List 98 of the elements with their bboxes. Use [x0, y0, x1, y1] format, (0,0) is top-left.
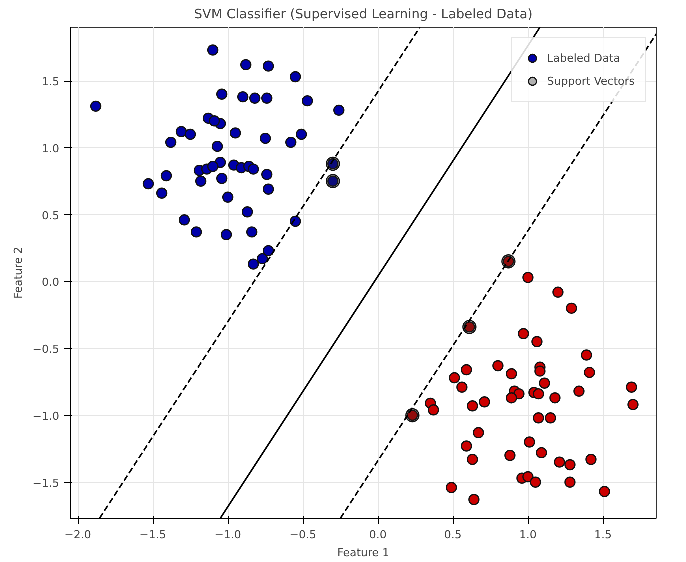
point: [249, 92, 261, 104]
point: [468, 494, 480, 506]
point: [285, 136, 297, 148]
point: [160, 170, 172, 182]
point: [479, 396, 490, 408]
x-tick-label: 0.5: [444, 528, 462, 542]
point: [90, 100, 102, 112]
point: [237, 91, 249, 103]
point: [165, 136, 177, 148]
point: [184, 128, 196, 140]
point: [628, 399, 639, 410]
point: [246, 226, 258, 238]
point: [142, 178, 154, 190]
point: [240, 59, 252, 71]
x-axis-title: Feature 1: [337, 546, 390, 560]
point: [506, 368, 518, 380]
point: [533, 388, 544, 400]
point: [461, 364, 472, 376]
point: [532, 336, 543, 348]
point: [296, 128, 308, 140]
point: [262, 245, 274, 257]
point: [446, 482, 458, 494]
point: [176, 126, 188, 138]
point: [262, 60, 274, 72]
y-tick-label: 0.0: [42, 276, 60, 290]
point: [599, 486, 610, 498]
x-tick-label: −1.5: [140, 528, 166, 542]
point: [534, 366, 546, 377]
point: [248, 164, 260, 175]
x-tick-label: −1.0: [214, 528, 242, 542]
x-tick-label: 1.0: [519, 528, 537, 542]
point: [554, 456, 566, 468]
chart-title: SVM Classifier (Supervised Learning - Labeled Data): [194, 8, 533, 22]
point: [522, 272, 534, 284]
point: [216, 88, 228, 100]
point: [178, 214, 190, 226]
point: [208, 116, 220, 127]
point: [207, 44, 219, 56]
point: [256, 253, 268, 265]
point: [504, 450, 516, 462]
point: [230, 128, 242, 139]
y-axis-title: Feature 2: [12, 246, 25, 300]
point: [242, 206, 254, 218]
point: [536, 447, 548, 459]
point: [552, 286, 564, 298]
point: [456, 382, 468, 393]
x-tick-label: −0.5: [290, 528, 316, 542]
point: [518, 328, 530, 340]
point: [566, 302, 578, 314]
point: [467, 400, 478, 412]
point: [248, 258, 260, 270]
point: [492, 360, 504, 372]
y-tick-label: −0.5: [32, 343, 60, 356]
point: [574, 386, 585, 397]
point: [156, 188, 168, 199]
point: [522, 471, 534, 483]
point: [195, 176, 207, 187]
x-tick-label: −2.0: [64, 528, 92, 542]
y-tick-label: 1.5: [42, 76, 60, 89]
point: [207, 161, 219, 172]
point: [564, 459, 576, 471]
point: [212, 140, 224, 152]
point: [584, 367, 596, 378]
point: [550, 392, 561, 404]
x-tick-label: 0.0: [369, 528, 387, 542]
legend-label: Support Vectors: [547, 74, 635, 88]
point: [506, 392, 518, 404]
y-tick-label: −1.0: [32, 410, 60, 423]
point: [524, 436, 536, 448]
point: [473, 427, 484, 438]
point: [302, 95, 314, 107]
point: [461, 440, 472, 452]
x-tick-label: 1.5: [594, 528, 612, 542]
point: [564, 476, 576, 488]
point: [222, 192, 234, 203]
point: [428, 404, 440, 416]
point: [539, 378, 550, 389]
point: [449, 372, 460, 384]
point: [467, 454, 478, 466]
point: [261, 169, 273, 180]
point: [190, 226, 202, 238]
y-tick-label: −1.5: [32, 476, 60, 490]
point: [290, 71, 302, 83]
point: [581, 350, 592, 361]
point: [626, 382, 638, 393]
point: [261, 92, 273, 104]
point: [334, 104, 345, 116]
y-tick-label: 1.0: [42, 142, 60, 156]
point: [220, 229, 232, 240]
point: [216, 173, 228, 184]
point: [260, 132, 272, 144]
point: [533, 412, 544, 424]
point: [545, 412, 556, 424]
point: [530, 476, 542, 488]
point: [262, 184, 274, 195]
point: [586, 454, 597, 466]
y-tick-label: 0.5: [42, 209, 60, 222]
legend-label: Labeled Data: [547, 52, 620, 64]
